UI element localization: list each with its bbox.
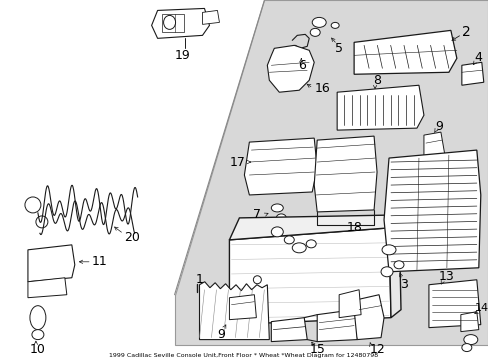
Ellipse shape	[30, 306, 46, 330]
Ellipse shape	[271, 227, 283, 237]
Polygon shape	[388, 215, 400, 318]
Ellipse shape	[330, 22, 339, 28]
Polygon shape	[151, 8, 209, 39]
Polygon shape	[28, 278, 67, 298]
Text: 12: 12	[368, 343, 384, 356]
Polygon shape	[271, 318, 306, 342]
Text: 6: 6	[298, 59, 305, 72]
Polygon shape	[314, 136, 376, 212]
Ellipse shape	[253, 276, 261, 284]
Polygon shape	[317, 310, 356, 342]
Polygon shape	[174, 0, 487, 345]
Text: 9: 9	[217, 328, 225, 341]
Text: 18: 18	[346, 221, 361, 234]
Ellipse shape	[292, 243, 305, 253]
Polygon shape	[461, 62, 483, 85]
Ellipse shape	[393, 261, 403, 269]
Ellipse shape	[311, 17, 325, 27]
Polygon shape	[352, 295, 383, 339]
Polygon shape	[428, 280, 480, 328]
Ellipse shape	[297, 49, 306, 57]
Polygon shape	[28, 245, 75, 282]
Text: 4: 4	[474, 51, 482, 64]
Text: 16: 16	[314, 82, 329, 95]
Polygon shape	[229, 295, 256, 320]
Text: 13: 13	[438, 270, 454, 283]
Polygon shape	[202, 10, 219, 24]
Text: 7: 7	[253, 208, 261, 221]
Bar	[161, 14, 183, 32]
Ellipse shape	[32, 330, 44, 339]
Ellipse shape	[461, 343, 471, 352]
Polygon shape	[336, 85, 423, 130]
Text: 14: 14	[474, 303, 488, 313]
Text: 15: 15	[308, 343, 325, 356]
Text: 11: 11	[92, 255, 107, 268]
Text: 9: 9	[434, 120, 442, 132]
Ellipse shape	[36, 216, 48, 228]
Ellipse shape	[380, 267, 392, 277]
Text: 17: 17	[229, 156, 245, 168]
Ellipse shape	[309, 28, 320, 36]
Polygon shape	[244, 138, 317, 195]
Ellipse shape	[271, 204, 283, 212]
Polygon shape	[229, 215, 398, 240]
Polygon shape	[353, 30, 456, 74]
Polygon shape	[267, 45, 314, 92]
Ellipse shape	[284, 236, 294, 244]
Polygon shape	[339, 290, 360, 318]
Ellipse shape	[463, 334, 477, 345]
Polygon shape	[199, 282, 269, 339]
Ellipse shape	[276, 214, 285, 222]
Ellipse shape	[50, 258, 60, 266]
Polygon shape	[460, 312, 478, 332]
Polygon shape	[229, 228, 390, 325]
Text: 1999 Cadillac Seville Console Unit,Front Floor * Wheat *Wheat Diagram for 124807: 1999 Cadillac Seville Console Unit,Front…	[109, 352, 377, 357]
Ellipse shape	[163, 15, 175, 30]
Text: 8: 8	[372, 74, 380, 87]
Text: 5: 5	[334, 42, 343, 55]
Text: 20: 20	[123, 231, 139, 244]
Text: 10: 10	[30, 343, 46, 356]
Ellipse shape	[25, 197, 41, 213]
Polygon shape	[423, 132, 444, 158]
Ellipse shape	[381, 245, 395, 255]
Text: 19: 19	[174, 49, 190, 62]
Ellipse shape	[305, 240, 316, 248]
Text: 2: 2	[462, 25, 470, 39]
Text: 1: 1	[195, 273, 203, 286]
Polygon shape	[383, 150, 480, 272]
Text: 3: 3	[399, 278, 407, 291]
